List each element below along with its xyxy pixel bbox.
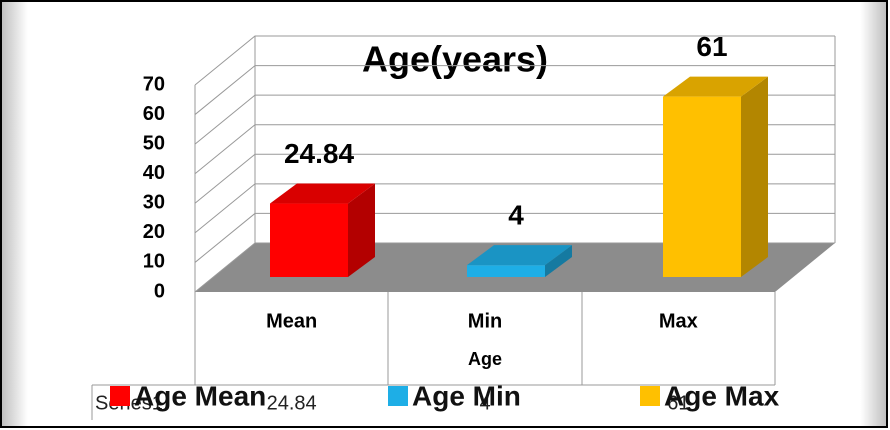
bar-side [741, 76, 768, 277]
data-label: 4 [508, 200, 524, 231]
table-value: 4 [479, 392, 490, 414]
legend-swatch [110, 386, 130, 406]
table-value: 61 [667, 392, 689, 414]
table-value: 24.84 [267, 392, 317, 414]
bar-side [348, 183, 375, 277]
legend-swatch [640, 386, 660, 406]
legend-label: Age Max [664, 380, 780, 411]
bar [270, 203, 348, 277]
y-tick-label: 40 [143, 162, 165, 184]
data-label: 61 [696, 31, 727, 62]
bar-side [545, 245, 572, 277]
table-grid [91, 292, 776, 420]
y-tick-label: 70 [143, 73, 165, 95]
data-label: 24.84 [284, 138, 354, 169]
y-tick-label: 10 [143, 251, 165, 273]
y-tick-label: 60 [143, 103, 165, 125]
y-tick-label: 20 [143, 221, 165, 243]
y-tick-label: 0 [154, 280, 165, 302]
bar-top [663, 76, 768, 97]
legend-swatch [388, 386, 408, 406]
legend-label: Age Min [412, 380, 521, 411]
chart-title: Age(years) [362, 39, 548, 80]
x-tick-label: Max [659, 310, 698, 332]
bar [467, 265, 545, 277]
x-axis-label: Age [468, 349, 502, 369]
bar-top [270, 183, 375, 204]
bar-top [467, 245, 572, 266]
bar [663, 96, 741, 277]
x-tick-label: Mean [266, 310, 317, 332]
x-tick-label: Min [468, 310, 502, 332]
legend-label: Age Mean [134, 380, 266, 411]
y-tick-label: 50 [143, 132, 165, 154]
y-tick-label: 30 [143, 192, 165, 214]
